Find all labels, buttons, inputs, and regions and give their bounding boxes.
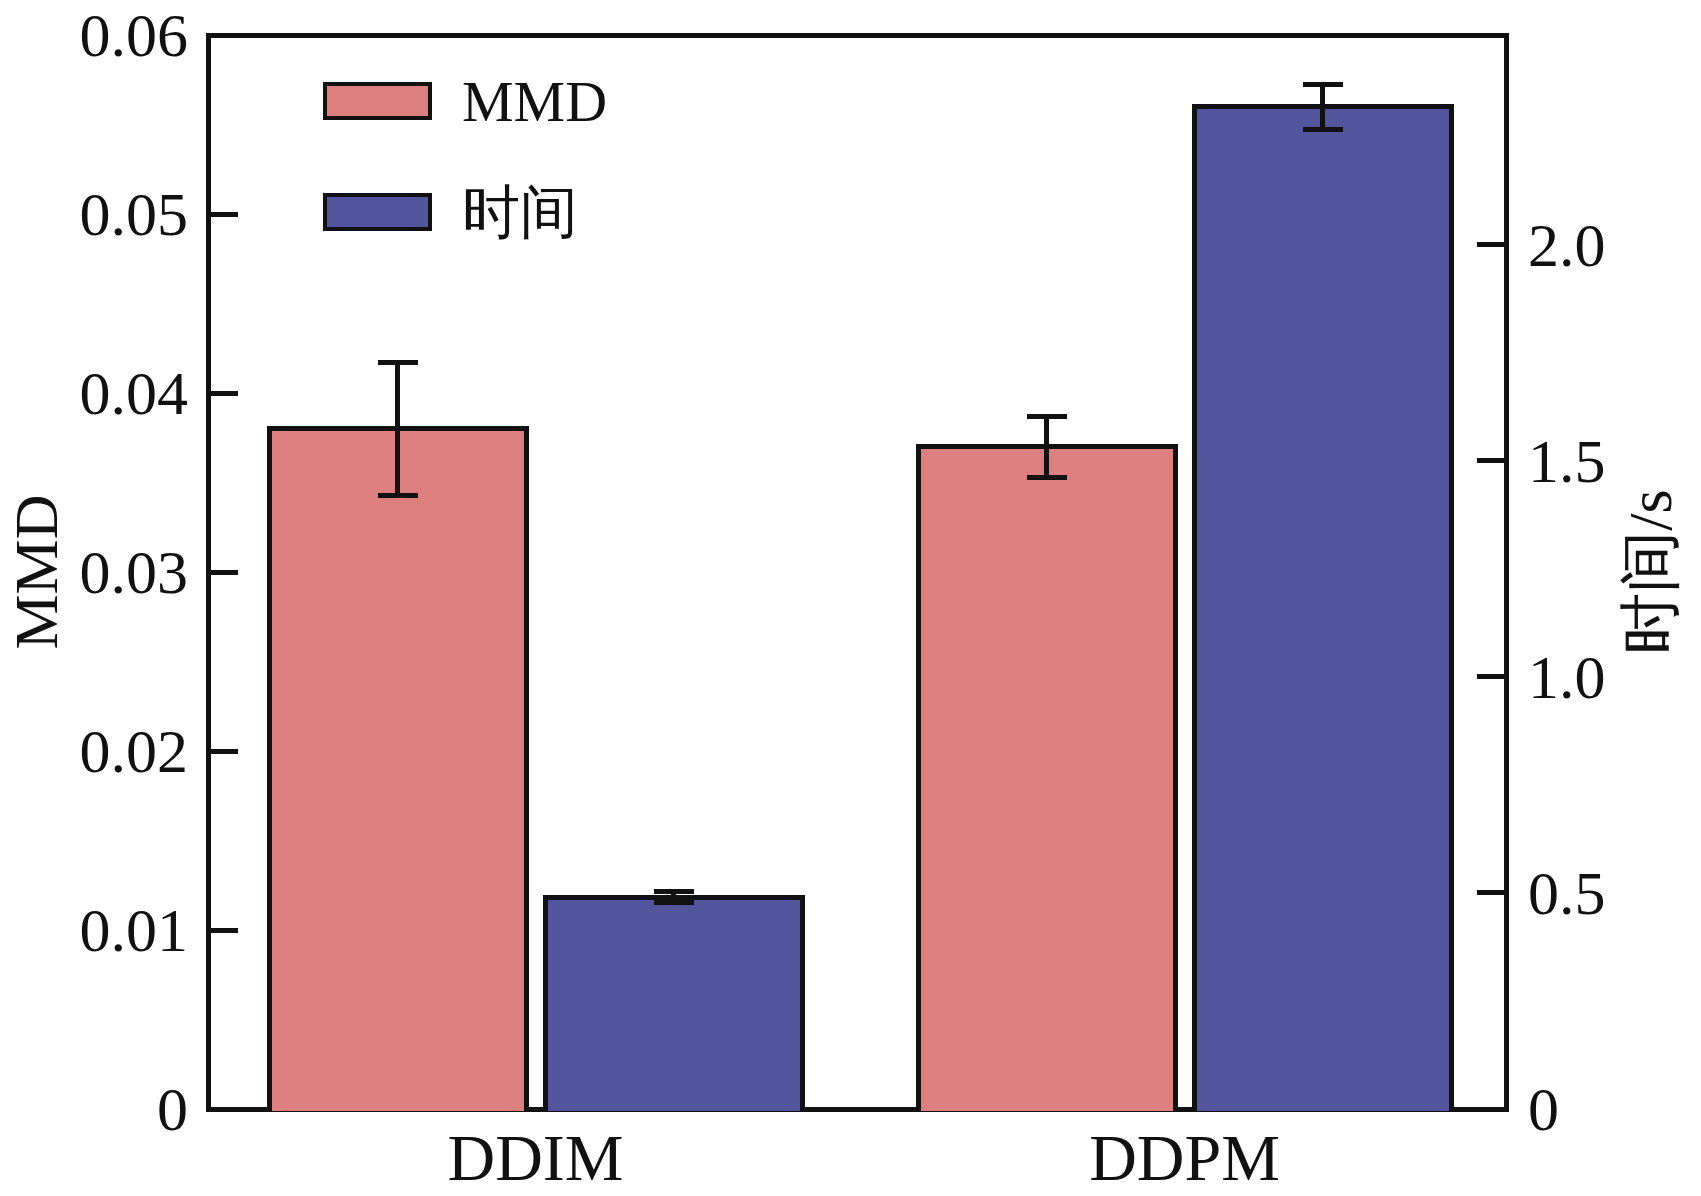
error-bar-cap-top	[378, 360, 418, 365]
error-bar-cap-top	[1303, 82, 1343, 87]
bar-chart: 00.010.020.030.040.050.0600.51.01.52.0DD…	[0, 0, 1701, 1196]
legend-label-time: 时间	[462, 184, 578, 242]
left-axis-tick-label: 0.05	[0, 183, 188, 245]
right-axis-title: 时间/s	[1619, 489, 1681, 654]
left-axis-tick	[211, 33, 238, 38]
left-axis-tick	[211, 749, 238, 754]
error-bar-cap-bottom	[1303, 127, 1343, 132]
error-bar-line	[1044, 416, 1049, 477]
left-axis-tick-label: 0.01	[0, 899, 188, 961]
right-axis-tick-label: 2.0	[1528, 214, 1606, 276]
right-axis-tick-label: 0	[1528, 1078, 1559, 1140]
error-bar-line	[395, 363, 400, 495]
legend-swatch-mmd	[323, 82, 432, 120]
right-axis-tick	[1477, 458, 1504, 463]
legend-label-mmd: MMD	[462, 73, 607, 131]
right-axis-tick	[1477, 890, 1504, 895]
left-axis-tick-label: 0.04	[0, 362, 188, 424]
error-bar-cap-top	[654, 889, 694, 894]
right-axis-tick-label: 1.5	[1528, 430, 1606, 492]
left-axis-tick-label: 0.02	[0, 720, 188, 782]
right-axis-tick-label: 0.5	[1528, 862, 1606, 924]
error-bar-cap-bottom	[378, 493, 418, 498]
left-axis-title: MMD	[5, 494, 67, 649]
bar-time-ddim	[543, 895, 805, 1112]
x-category-label: DDPM	[1089, 1125, 1280, 1191]
error-bar-line	[1320, 84, 1325, 129]
left-axis-tick	[211, 212, 238, 217]
left-axis-tick	[211, 1107, 238, 1112]
left-axis-tick-label: 0.06	[0, 4, 188, 66]
error-bar-cap-top	[1027, 414, 1067, 419]
right-axis-tick	[1477, 242, 1504, 247]
left-axis-tick	[211, 570, 238, 575]
bar-time-ddpm	[1192, 104, 1454, 1111]
left-axis-tick	[211, 391, 238, 396]
right-axis-tick-label: 1.0	[1528, 646, 1606, 708]
error-bar-cap-bottom	[1027, 475, 1067, 480]
bar-mmd-ddim	[267, 426, 529, 1111]
x-category-label: DDIM	[448, 1125, 624, 1191]
error-bar-cap-bottom	[654, 900, 694, 905]
left-axis-tick-label: 0	[0, 1078, 188, 1140]
right-axis-tick	[1477, 1107, 1504, 1112]
left-axis-tick	[211, 928, 238, 933]
legend-swatch-time	[323, 193, 432, 231]
right-axis-tick	[1477, 674, 1504, 679]
bar-mmd-ddpm	[916, 444, 1178, 1111]
